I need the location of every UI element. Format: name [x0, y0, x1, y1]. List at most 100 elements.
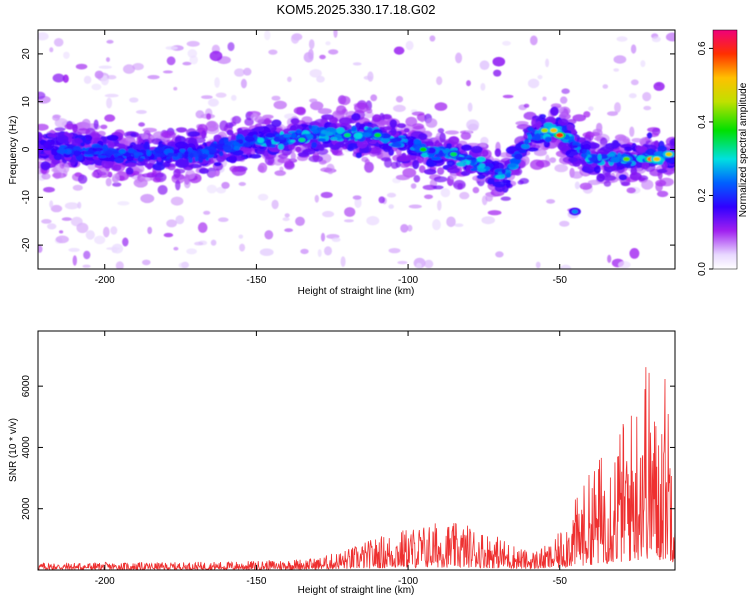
spectrogram-blob: [534, 133, 542, 141]
spectrogram-blob: [334, 142, 346, 148]
spectrogram-blob: [49, 200, 54, 208]
spectrogram-y-ticks: -20 -10 0 10 20: [21, 48, 675, 252]
spectrogram-blob: [115, 261, 124, 269]
spectrogram-blob: [320, 232, 326, 242]
spectrogram-blob: [317, 249, 322, 258]
spectrogram-blob: [343, 133, 351, 138]
spectrogram-blob: [198, 167, 209, 174]
spectrogram-blob: [418, 165, 426, 174]
spectrogram-blob: [309, 69, 322, 78]
spectrogram-blob: [602, 84, 609, 89]
spectrogram-blob: [317, 108, 332, 115]
spectrogram-blob: [374, 133, 382, 138]
spectrogram-blob: [419, 147, 427, 152]
spectrogram-blob: [367, 71, 374, 82]
spectrogram-blobs: [38, 30, 675, 269]
spectrogram-blob: [645, 148, 656, 156]
spectrogram-blob: [271, 199, 279, 210]
spectrogram-blob: [400, 224, 409, 233]
spectrogram-blob: [426, 158, 434, 168]
spectrogram-blob: [424, 168, 437, 175]
spectrogram-blob: [588, 106, 594, 111]
spectrogram-blob: [554, 164, 568, 173]
spectrogram-blob: [388, 148, 394, 156]
spectrogram-blob: [399, 162, 410, 168]
spectrogram-blob: [653, 156, 661, 162]
spectrogram-blob: [155, 147, 160, 152]
spectrogram-y-tick-label: 0: [21, 146, 32, 152]
spectrogram-blob: [340, 256, 346, 267]
spectrogram-blob: [205, 120, 219, 132]
spectrogram-blob: [143, 141, 150, 152]
spectrogram-blob: [93, 119, 99, 130]
spectrogram-blob: [204, 146, 216, 151]
spectrogram-blob: [141, 173, 157, 178]
spectrogram-blob: [314, 194, 319, 203]
spectrogram-blob: [527, 127, 534, 132]
spectrogram-blob: [320, 167, 333, 172]
spectrogram-blob: [152, 162, 166, 171]
spectrogram-blob: [210, 239, 217, 246]
spectrogram-blob: [97, 154, 108, 159]
spectrogram-blob: [94, 70, 104, 79]
spectrogram-blob: [206, 184, 217, 194]
spectrogram-blob: [618, 174, 628, 181]
spectrogram-blob: [175, 127, 188, 133]
colorbar-tick-label: 0.2: [697, 188, 708, 202]
spectrogram-blob: [189, 55, 198, 65]
spectrogram-blob: [38, 131, 43, 141]
spectrogram-blob: [424, 141, 434, 146]
spectrogram-blob: [175, 159, 190, 169]
spectrogram-blob: [189, 152, 194, 159]
spectrogram-blob: [325, 41, 331, 46]
spectrogram-blob: [76, 128, 91, 135]
spectrogram-blob: [226, 129, 234, 136]
spectrogram-blob: [73, 150, 80, 157]
spectrogram-blob: [295, 129, 302, 134]
spectrogram-blob: [641, 160, 650, 170]
spectrogram-blob: [51, 148, 59, 156]
spectrogram-blob: [550, 106, 559, 116]
spectrogram-blob: [308, 39, 315, 50]
snr-y-label: SNR (10 * v/v): [8, 418, 19, 482]
spectrogram-blob: [597, 153, 602, 161]
spectrogram-blob: [253, 126, 265, 132]
spectrogram-blob: [264, 30, 271, 41]
spectrogram-blob: [311, 134, 318, 140]
spectrogram-blob: [571, 209, 578, 214]
spectrogram-blob: [611, 139, 620, 149]
spectrogram-blob: [621, 181, 631, 187]
spectrogram-blob: [322, 210, 335, 218]
spectrogram-blob: [580, 153, 588, 158]
colorbar-gradient: [712, 29, 738, 270]
spectrogram-blob: [514, 153, 523, 160]
spectrogram-blob: [238, 182, 246, 186]
spectrogram-blob: [54, 127, 66, 132]
spectrogram-blob: [142, 259, 151, 266]
spectrogram-blob: [175, 179, 181, 191]
spectrogram-blob: [519, 178, 529, 184]
spectrogram-blob: [52, 73, 65, 83]
spectrogram-blob: [227, 42, 235, 52]
spectrogram-blob: [347, 129, 353, 133]
spectrogram-blob: [476, 174, 486, 180]
spectrogram-blob: [298, 137, 306, 143]
spectrogram-blob: [228, 154, 237, 164]
spectrogram-blob: [234, 68, 245, 77]
spectrogram-blob: [233, 146, 241, 151]
spectrogram-blob: [439, 132, 446, 143]
spectrogram-blob: [601, 175, 617, 181]
spectrogram-blob: [300, 248, 309, 255]
spectrogram-blob: [290, 34, 300, 44]
spectrogram-blob: [153, 152, 161, 158]
spectrogram-blob: [98, 65, 112, 69]
spectrogram-blob: [418, 133, 428, 141]
spectrogram-blob: [125, 162, 137, 168]
spectrogram-blob: [591, 154, 597, 162]
spectrogram-blob: [112, 182, 122, 187]
spectrogram-blob: [249, 154, 262, 159]
spectrogram-blob: [655, 179, 667, 187]
spectrogram-blob: [293, 106, 306, 115]
spectrogram-blob: [77, 201, 82, 209]
spectrogram-blob: [81, 147, 87, 151]
